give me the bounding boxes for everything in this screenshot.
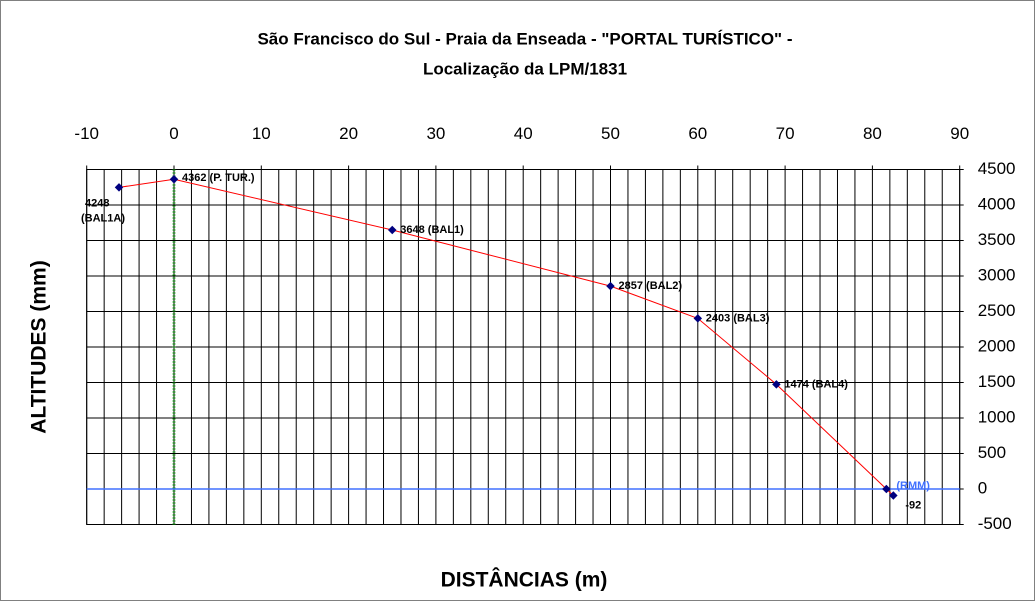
marker <box>693 314 703 323</box>
data-label: (RMM) <box>896 480 930 492</box>
data-label-line: (BAL1A) <box>81 212 125 224</box>
y-tick-label: 3500 <box>978 230 1016 249</box>
x-tick-label: 20 <box>339 124 358 143</box>
x-tick-label: 0 <box>169 124 178 143</box>
data-label: 3648 (BAL1) <box>400 224 464 236</box>
chart-title: São Francisco do Sul - Praia da Enseada … <box>257 29 792 48</box>
marker <box>882 484 891 494</box>
y-tick-label: 4000 <box>978 194 1016 213</box>
x-tick-label: 70 <box>776 124 795 143</box>
data-label: 4248 (BAL1A) <box>81 197 125 224</box>
y-tick-label: 2500 <box>978 301 1016 320</box>
y-tick-label: 1000 <box>978 407 1016 426</box>
data-label: 2857 (BAL2) <box>619 280 683 292</box>
x-tick-label: 10 <box>252 124 271 143</box>
marker <box>169 175 179 184</box>
marker <box>114 183 124 192</box>
x-tick-label: 80 <box>863 124 882 143</box>
marker <box>606 281 615 291</box>
x-axis-title: DISTÂNCIAS (m) <box>441 568 608 592</box>
x-tick-label: 90 <box>950 124 969 143</box>
y-tick-label: -500 <box>978 514 1012 533</box>
y-tick-label: 2000 <box>978 336 1016 355</box>
x-tick-label: 50 <box>601 124 620 143</box>
x-tick-label: 30 <box>426 124 445 143</box>
marker <box>388 225 397 235</box>
y-tick-label: 0 <box>978 478 987 497</box>
line <box>118 178 894 496</box>
data-label-line: 4248 <box>85 197 109 209</box>
x-tick-label: 40 <box>514 124 533 143</box>
y-axis-title: ALTITUDES (mm) <box>28 260 51 433</box>
y-tick-label: 500 <box>978 443 1006 462</box>
data-label: 2403 (BAL3) <box>706 312 770 324</box>
y-tick-label: 1500 <box>978 372 1016 391</box>
marker <box>889 491 898 500</box>
marker <box>772 380 781 389</box>
x-tick-label: -10 <box>74 124 99 143</box>
x-tick-label: 60 <box>688 124 707 143</box>
y-tick-label: 4500 <box>978 159 1016 178</box>
data-label: 4362 (P. TUR.) <box>182 172 255 184</box>
chart-title: Localização da LPM/1831 <box>423 59 627 78</box>
data-label: -92 <box>905 499 921 511</box>
y-tick-label: 3000 <box>978 265 1016 284</box>
data-label: 1474 (BAL4) <box>784 378 848 390</box>
